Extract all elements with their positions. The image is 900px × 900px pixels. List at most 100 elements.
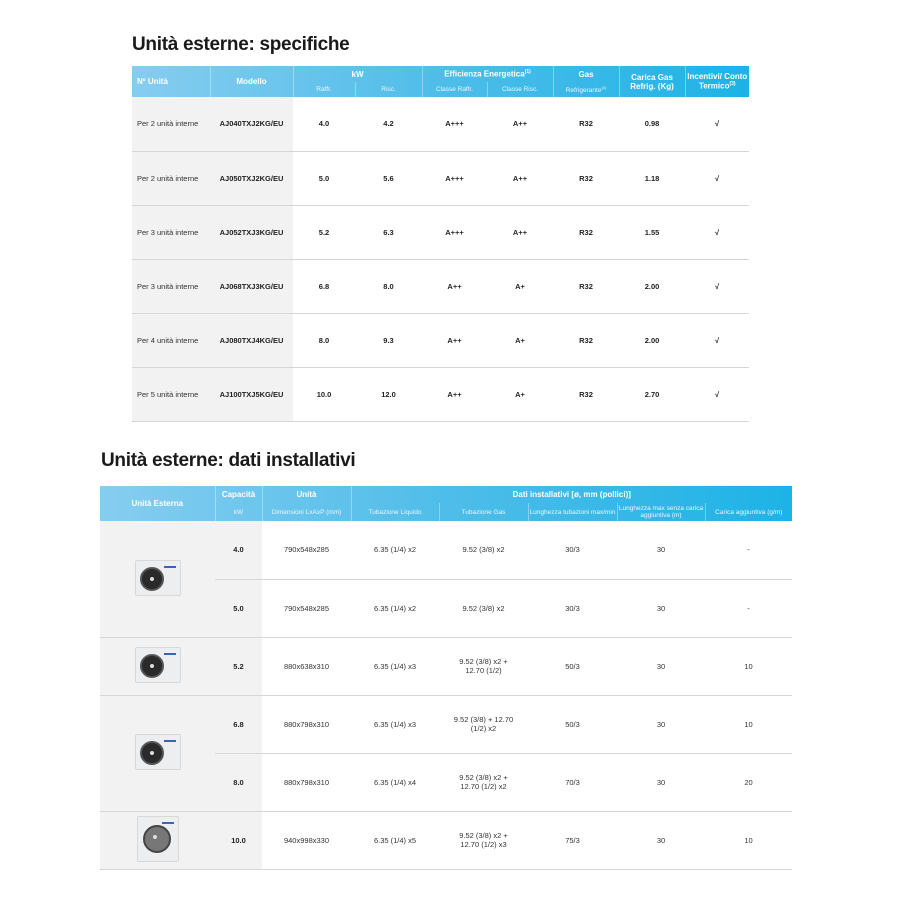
header-incentivi: Incentivi/ Conto Termico(3) [684, 66, 750, 97]
cell-lunghezza-max: 30 [617, 811, 705, 870]
cell-dimensioni: 790x548x285 [262, 579, 351, 638]
header-refrigerante: Refrigerante(2) [552, 82, 620, 97]
cell-modello: AJ040TXJ2KG/EU [210, 97, 293, 152]
cell-gas: R32 [553, 97, 620, 152]
cell-n-unita: Per 2 unità interne [132, 97, 210, 152]
cell-kw: 4.0 [215, 521, 262, 580]
cell-lunghezza-max: 30 [617, 579, 705, 638]
cell-lunghezza-max: 30 [617, 695, 705, 754]
cell-classe-raffr: A+++ [422, 151, 487, 206]
header-dimensioni: Dimensioni LxAxP (mm) [261, 503, 351, 521]
outdoor-unit-icon [134, 734, 181, 770]
cell-kw-risc: 12.0 [355, 367, 422, 422]
cell-lunghezza: 50/3 [528, 637, 617, 696]
cell-classe-risc: A+ [487, 367, 554, 422]
cell-incentivi: √ [685, 313, 750, 368]
cell-carica: 10 [705, 811, 793, 870]
header-carica: Carica aggiuntiva (g/m) [704, 503, 793, 521]
cell-liquido: 6.35 (1/4) x2 [351, 521, 439, 580]
cell-classe-raffr: A++ [422, 313, 487, 368]
cell-lunghezza: 50/3 [528, 695, 617, 754]
cell-incentivi: √ [685, 97, 750, 152]
cell-modello: AJ052TXJ3KG/EU [210, 205, 293, 260]
cell-gas: 9.52 (3/8) x2 + 12.70 (1/2) x3 [439, 811, 528, 870]
table-row: 5.2 880x638x310 6.35 (1/4) x3 9.52 (3/8) x2… [100, 637, 793, 696]
outdoor-unit-large-image [100, 695, 215, 812]
header-classe-risc: Classe Risc. [486, 82, 554, 97]
cell-carica: 1.55 [619, 205, 686, 260]
table-row: Per 2 unità interne AJ040TXJ2KG/EU 4.0 4.2 A… [132, 97, 750, 152]
cell-gas: R32 [553, 205, 620, 260]
cell-liquido: 6.35 (1/4) x4 [351, 753, 439, 812]
cell-kw-risc: 5.6 [355, 151, 422, 206]
table-row: 10.0 940x998x330 6.35 (1/4) x5 9.52 (3/8) x… [100, 811, 793, 870]
cell-incentivi: √ [685, 151, 750, 206]
header-carica: Carica Gas Refrig. (Kg) [618, 66, 686, 97]
cell-kw: 8.0 [215, 753, 262, 812]
table-row: 6.8 880x798x310 6.35 (1/4) x3 9.52 (3/8) + … [100, 695, 793, 812]
cell-gas: R32 [553, 313, 620, 368]
cell-classe-risc: A++ [487, 205, 554, 260]
cell-carica: 2.70 [619, 367, 686, 422]
cell-classe-raffr: A+++ [422, 97, 487, 152]
cell-modello: AJ100TXJ5KG/EU [210, 367, 293, 422]
cell-lunghezza-max: 30 [617, 521, 705, 580]
cell-dimensioni: 790x548x285 [262, 521, 351, 580]
cell-carica: - [705, 521, 793, 580]
cell-incentivi: √ [685, 367, 750, 422]
cell-classe-risc: A++ [487, 151, 554, 206]
cell-gas: R32 [553, 151, 620, 206]
cell-kw: 5.0 [215, 579, 262, 638]
cell-kw-raffr: 4.0 [293, 97, 355, 152]
cell-n-unita: Per 4 unità interne [132, 313, 210, 368]
cell-dimensioni: 880x638x310 [262, 637, 351, 696]
cell-kw-raffr: 8.0 [293, 313, 355, 368]
table-row: 4.0 790x548x285 6.35 (1/4) x2 9.52 (3/8) x2… [100, 521, 793, 638]
table-row: Per 5 unità interne AJ100TXJ5KG/EU 10.0 12.… [132, 367, 750, 422]
cell-lunghezza: 30/3 [528, 521, 617, 580]
cell-kw-risc: 8.0 [355, 259, 422, 314]
header-risc: Risc. [354, 82, 422, 97]
cell-carica: 10 [705, 695, 793, 754]
cell-kw: 6.8 [215, 695, 262, 754]
cell-modello: AJ080TXJ4KG/EU [210, 313, 293, 368]
cell-modello: AJ050TXJ2KG/EU [210, 151, 293, 206]
cell-carica: 10 [705, 637, 793, 696]
cell-gas: 9.52 (3/8) x2 [439, 579, 528, 638]
cell-n-unita: Per 3 unità interne [132, 259, 210, 314]
table-row: Per 4 unità interne AJ080TXJ4KG/EU 8.0 9.3 A… [132, 313, 750, 368]
header-kw: kW [214, 503, 262, 521]
table-row: Per 3 unità interne AJ068TXJ3KG/EU 6.8 8.0 A… [132, 259, 750, 314]
cell-dimensioni: 880x798x310 [262, 753, 351, 812]
cell-kw-raffr: 10.0 [293, 367, 355, 422]
cell-classe-raffr: A+++ [422, 205, 487, 260]
cell-lunghezza: 70/3 [528, 753, 617, 812]
cell-liquido: 6.35 (1/4) x3 [351, 637, 439, 696]
cell-gas: 9.52 (3/8) x2 [439, 521, 528, 580]
header-classe-raffr: Classe Raffr. [421, 82, 487, 97]
cell-modello: AJ068TXJ3KG/EU [210, 259, 293, 314]
cell-kw: 10.0 [215, 811, 262, 870]
cell-gas: 9.52 (3/8) + 12.70 (1/2) x2 [439, 695, 528, 754]
header-kw: kW [292, 66, 422, 82]
header-unita-esterna: Unità Esterna [131, 499, 184, 508]
cell-dimensioni: 880x798x310 [262, 695, 351, 754]
header-raffr: Raffr. [292, 82, 355, 97]
cell-carica: 2.00 [619, 259, 686, 314]
install-title: Unità esterne: dati installativi [101, 450, 356, 471]
outdoor-unit-xl-image [100, 811, 215, 870]
header-n-unita: Nº Unità [137, 77, 168, 86]
cell-carica: 20 [705, 753, 793, 812]
cell-liquido: 6.35 (1/4) x3 [351, 695, 439, 754]
install-table: Unità Esterna Capacità Unità Dati instal… [100, 486, 793, 870]
specs-table: Nº Unità Modello kW Efficienza Energetic… [132, 66, 750, 422]
table-row: Per 3 unità interne AJ052TXJ3KG/EU 5.2 6.3 A… [132, 205, 750, 260]
cell-lunghezza-max: 30 [617, 637, 705, 696]
cell-classe-risc: A+ [487, 259, 554, 314]
header-modello: Modello [209, 66, 293, 97]
cell-gas: 9.52 (3/8) x2 + 12.70 (1/2) [439, 637, 528, 696]
outdoor-unit-icon [136, 816, 179, 862]
cell-liquido: 6.35 (1/4) x5 [351, 811, 439, 870]
cell-gas: 9.52 (3/8) x2 + 12.70 (1/2) x2 [439, 753, 528, 812]
cell-gas: R32 [553, 367, 620, 422]
